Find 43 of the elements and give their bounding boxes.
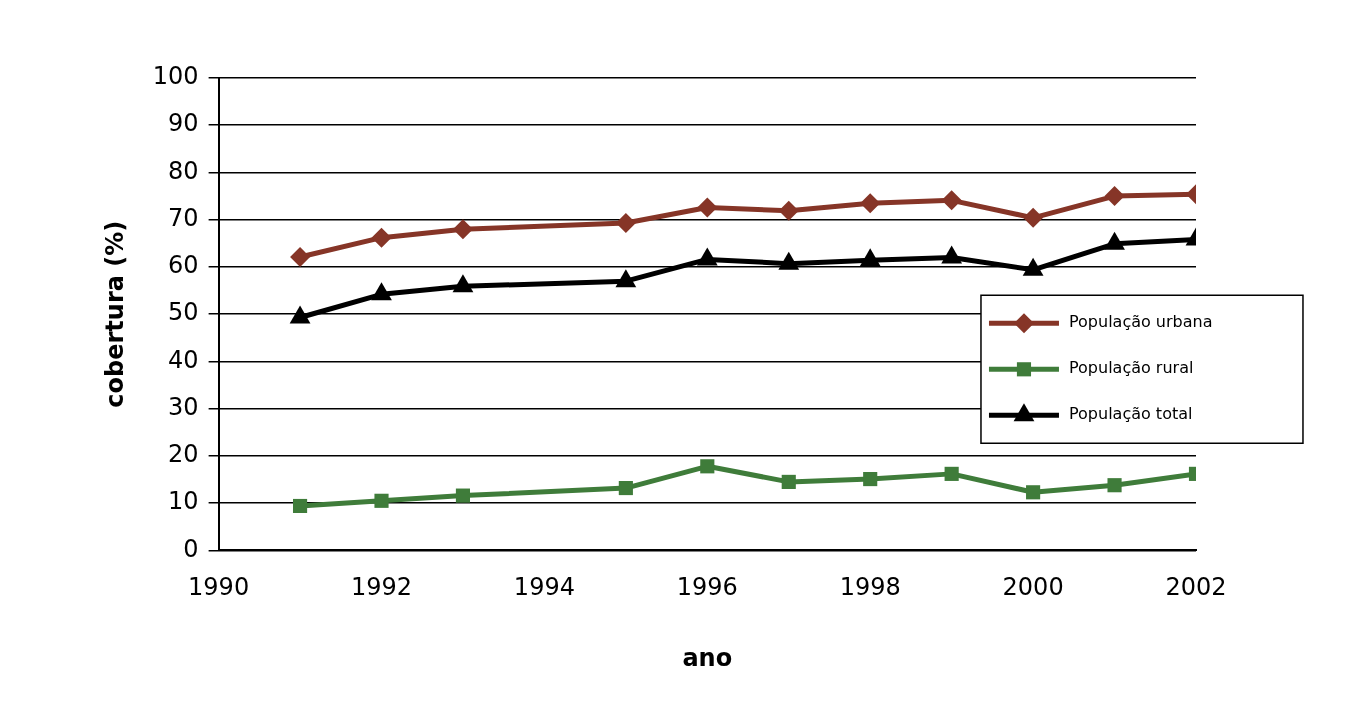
x-axis-title: ano bbox=[682, 643, 733, 672]
y-tick-label: 90 bbox=[168, 109, 199, 138]
x-tick-label: 1996 bbox=[676, 573, 738, 602]
y-tick-label: 30 bbox=[168, 392, 199, 421]
point bbox=[1023, 207, 1044, 228]
point bbox=[455, 488, 471, 503]
y-tick-label: 20 bbox=[168, 440, 199, 469]
legend-label: População total bbox=[1068, 404, 1193, 424]
y-tick-label: 70 bbox=[168, 203, 199, 232]
point bbox=[781, 474, 796, 489]
point bbox=[697, 197, 718, 218]
point bbox=[941, 190, 962, 211]
point bbox=[292, 498, 308, 514]
y-tick-label: 50 bbox=[168, 298, 199, 327]
point bbox=[452, 219, 473, 240]
point bbox=[863, 472, 878, 487]
y-tick-label: 40 bbox=[168, 345, 199, 374]
point bbox=[1104, 186, 1125, 207]
point bbox=[700, 459, 715, 474]
point bbox=[1107, 478, 1122, 493]
legend-label: População rural bbox=[1068, 358, 1194, 378]
point bbox=[290, 247, 311, 268]
y-tick-label: 10 bbox=[168, 487, 199, 516]
point bbox=[860, 193, 881, 214]
point bbox=[615, 213, 636, 234]
x-tick-label: 2002 bbox=[1165, 573, 1227, 602]
y-tick-label: 80 bbox=[168, 156, 199, 185]
point bbox=[618, 480, 633, 496]
point bbox=[374, 493, 389, 508]
x-tick-label: 2000 bbox=[1002, 573, 1064, 602]
point bbox=[944, 466, 959, 481]
y-tick-label: 0 bbox=[183, 534, 199, 563]
point bbox=[1026, 485, 1041, 500]
y-axis-title: cobertura (%) bbox=[100, 220, 129, 408]
x-tick-label: 1990 bbox=[188, 573, 250, 602]
y-tick-label: 100 bbox=[152, 62, 199, 91]
x-tick-label: 1992 bbox=[350, 573, 413, 602]
x-tick-label: 1994 bbox=[513, 573, 575, 602]
point bbox=[778, 200, 799, 221]
x-tick-label: 1998 bbox=[839, 573, 901, 602]
legend-label: População urbana bbox=[1068, 312, 1213, 332]
y-tick-label: 60 bbox=[168, 251, 199, 280]
point bbox=[371, 227, 392, 248]
